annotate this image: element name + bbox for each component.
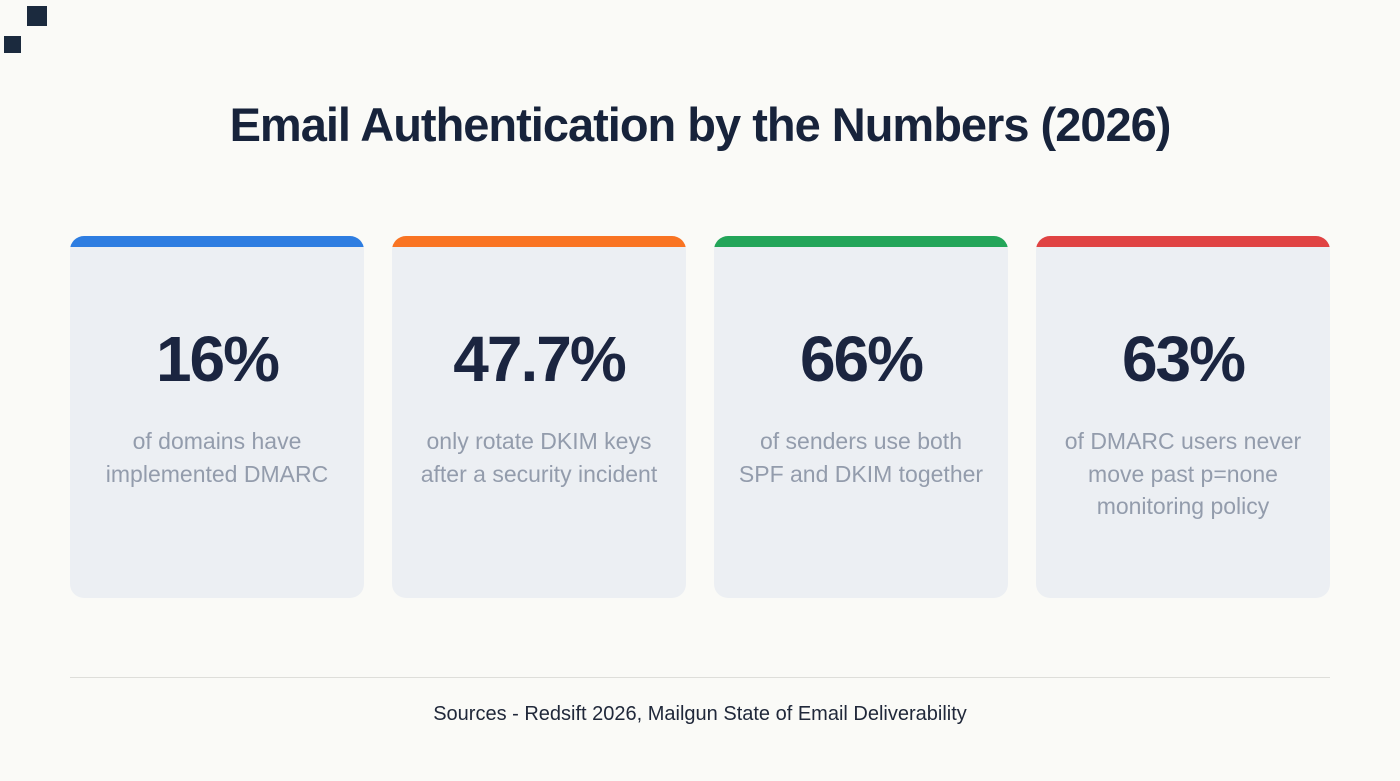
footer-divider [70, 677, 1330, 678]
stat-description: of domains have implemented DMARC [105, 428, 329, 487]
stat-description: only rotate DKIM keys after a security i… [420, 428, 658, 487]
page-title: Email Authentication by the Numbers (202… [229, 98, 1172, 151]
stat-card-dmarc-adoption: 16% of domains have implemented DMARC [70, 236, 364, 598]
decorative-square-top [27, 6, 47, 26]
stat-card-dkim-rotation: 47.7% only rotate DKIM keys after a secu… [392, 236, 686, 598]
card-accent-bar-orange [392, 236, 686, 247]
stat-value: 66% [799, 323, 924, 395]
stats-row: 16% of domains have implemented DMARC 47… [70, 236, 1330, 598]
card-accent-bar-red [1036, 236, 1330, 247]
stat-description: of DMARC users never move past p=none mo… [1064, 428, 1302, 520]
card-accent-bar-blue [70, 236, 364, 247]
stat-value: 16% [155, 323, 280, 395]
sources-footer: Sources - Redsift 2026, Mailgun State of… [433, 703, 967, 725]
stat-card-pnone-policy: 63% of DMARC users never move past p=non… [1036, 236, 1330, 598]
decorative-square-left [4, 36, 21, 53]
stat-value: 63% [1121, 323, 1246, 395]
stat-description: of senders use both SPF and DKIM togethe… [738, 428, 984, 487]
stat-card-spf-dkim-together: 66% of senders use both SPF and DKIM tog… [714, 236, 1008, 598]
stat-value: 47.7% [453, 323, 626, 395]
card-accent-bar-green [714, 236, 1008, 247]
